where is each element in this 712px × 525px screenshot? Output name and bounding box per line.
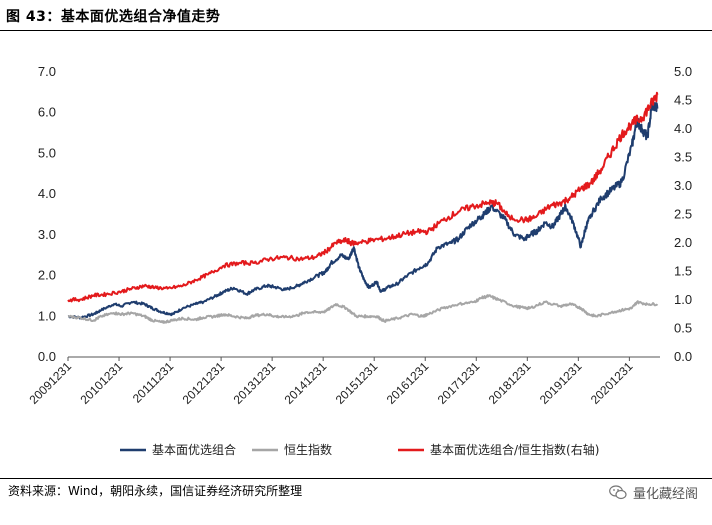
series-line-1: [67, 101, 659, 320]
left-y-tick-label: 4.0: [38, 186, 56, 201]
left-y-tick-label: 0.0: [38, 349, 56, 364]
left-y-tick-label: 1.0: [38, 308, 56, 323]
right-y-tick-label: 1.0: [674, 292, 692, 307]
x-tick-label: 20161231: [384, 359, 432, 407]
footer-divider: [0, 478, 712, 479]
source-note: 资料来源：Wind，朝阳永续，国信证券经济研究所整理: [8, 484, 303, 498]
legend-label-3: 基本面优选组合/恒生指数(右轴): [430, 442, 599, 457]
legend-label-1: 基本面优选组合: [152, 442, 236, 457]
right-y-tick-label: 0.5: [674, 321, 692, 336]
x-tick-label: 20091231: [26, 359, 74, 407]
right-y-tick-label: 1.5: [674, 264, 692, 279]
x-tick-label: 20201231: [588, 359, 636, 407]
x-tick-label: 20191231: [537, 359, 585, 407]
watermark: 量化藏经阁: [609, 483, 698, 502]
legend-label-2: 恒生指数: [284, 442, 332, 457]
series-line-2: [67, 294, 659, 324]
x-tick-label: 20131231: [231, 359, 279, 407]
x-tick-label: 20171231: [435, 359, 483, 407]
watermark-label: 量化藏经阁: [632, 487, 698, 502]
page-title: 图 43：基本面优选组合净值走势: [6, 9, 221, 25]
right-y-tick-label: 3.5: [674, 150, 692, 165]
right-y-tick-label: 3.0: [674, 178, 692, 193]
chart: 0.0 1.0 2.0 3.0 4.0 5.0 6.0 7.0 0.0 0.5 1.0 1.5 2.0 2…: [26, 64, 692, 457]
x-tick-label: 20121231: [180, 359, 228, 407]
left-y-tick-label: 6.0: [38, 105, 56, 120]
left-y-tick-label: 3.0: [38, 227, 56, 242]
wechat-icon: [609, 485, 627, 500]
x-tick-label: 20151231: [333, 359, 381, 407]
x-tick-label: 20111231: [130, 359, 177, 406]
left-y-tick-label: 5.0: [38, 145, 56, 160]
x-tick-label: 20141231: [282, 359, 330, 407]
right-y-tick-label: 0.0: [674, 349, 692, 364]
right-y-tick-label: 2.0: [674, 235, 692, 250]
x-tick-label: 20101231: [78, 359, 126, 407]
right-y-tick-label: 2.5: [674, 207, 692, 222]
left-y-tick-label: 7.0: [38, 64, 56, 79]
right-y-tick-label: 5.0: [674, 64, 692, 79]
left-y-tick-label: 2.0: [38, 268, 56, 283]
right-y-tick-label: 4.0: [674, 121, 692, 136]
series-line-3: [67, 91, 659, 303]
title-divider: [0, 30, 712, 31]
right-y-tick-label: 4.5: [674, 93, 692, 108]
x-tick-label: 20181231: [486, 359, 534, 407]
